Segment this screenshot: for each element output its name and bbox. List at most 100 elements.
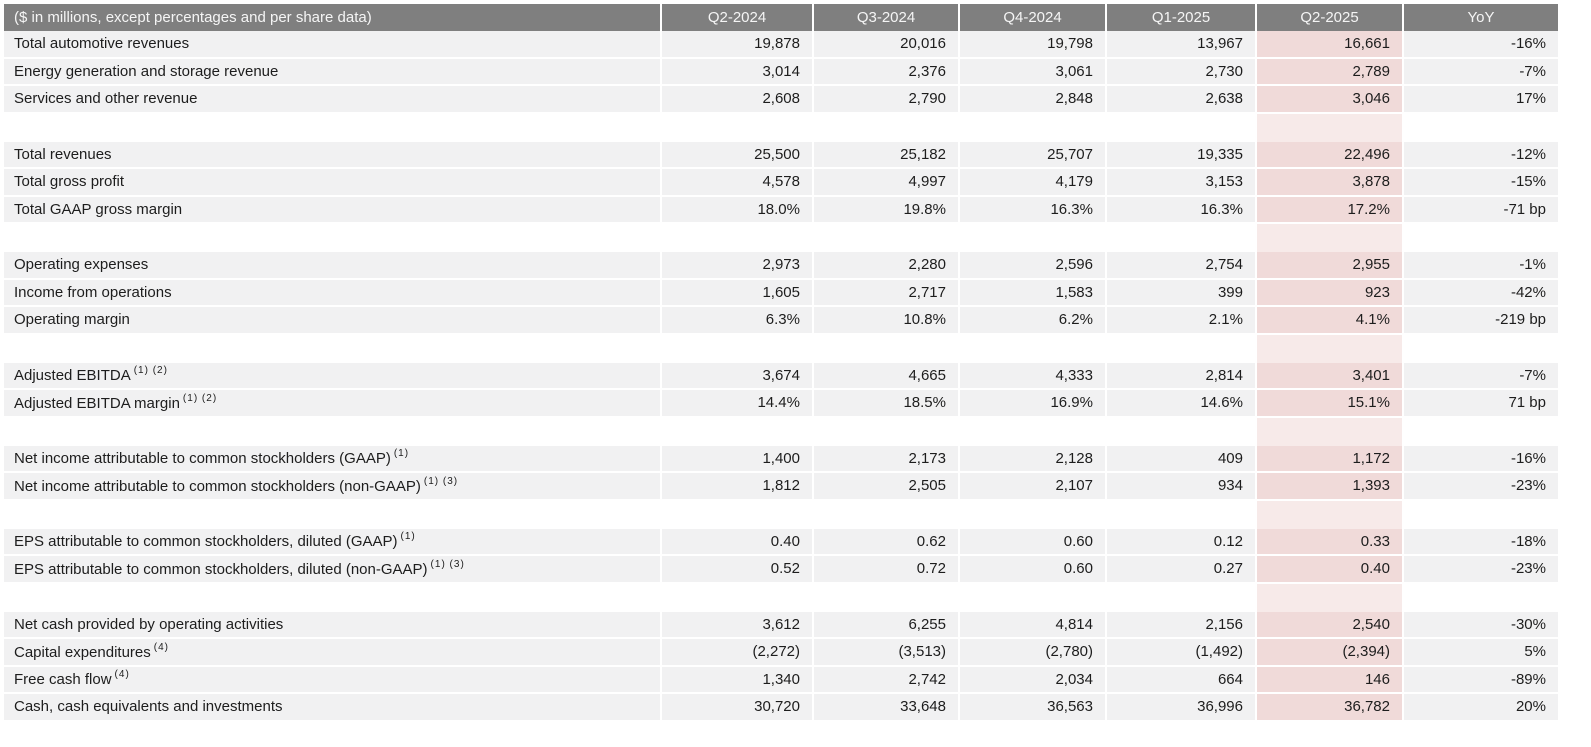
column-header-q4-2024: Q4-2024 (960, 4, 1107, 31)
cell-q1-2025: (1,492) (1107, 639, 1257, 667)
cell-yoy: -12% (1404, 141, 1558, 169)
spacer-cell (1107, 583, 1257, 612)
row-label: Income from operations (4, 279, 662, 307)
row-label: Operating expenses (4, 252, 662, 280)
cell-q2-2025: 1,393 (1257, 473, 1404, 501)
cell-q2-2025: 1,172 (1257, 445, 1404, 473)
spacer-cell (1257, 583, 1404, 612)
cell-q4-2024: 0.60 (960, 556, 1107, 584)
table-row: Income from operations 1,605 2,717 1,583 399… (4, 279, 1558, 307)
cell-q2-2025: 2,540 (1257, 611, 1404, 639)
cell-q3-2024: 4,665 (814, 362, 960, 390)
table-row: Total GAAP gross margin 18.0% 19.8% 16.3% 16… (4, 196, 1558, 224)
cell-q4-2024: 19,798 (960, 31, 1107, 59)
footnote-marker: (4) (114, 669, 130, 681)
cell-yoy: -219 bp (1404, 307, 1558, 335)
cell-q2-2024: (2,272) (662, 639, 814, 667)
cell-q3-2024: 19.8% (814, 196, 960, 224)
cell-q2-2025: 22,496 (1257, 141, 1404, 169)
spacer-row (4, 113, 1558, 142)
row-label: Free cash flow (4) (4, 666, 662, 694)
cell-yoy: -16% (1404, 31, 1558, 59)
cell-q1-2025: 2,730 (1107, 58, 1257, 86)
footnote-marker: (1) (393, 448, 410, 460)
spacer-cell (1107, 500, 1257, 529)
spacer-cell (960, 500, 1107, 529)
cell-yoy: 20% (1404, 694, 1558, 722)
table-caption: ($ in millions, except percentages and p… (4, 4, 662, 31)
table-row: Net income attributable to common stockh… (4, 445, 1558, 473)
cell-q4-2024: 16.3% (960, 196, 1107, 224)
cell-q2-2024: 3,674 (662, 362, 814, 390)
cell-yoy: 17% (1404, 86, 1558, 114)
cell-q3-2024: 0.72 (814, 556, 960, 584)
table-row: EPS attributable to common stockholders,… (4, 556, 1558, 584)
cell-q1-2025: 399 (1107, 279, 1257, 307)
spacer-cell (1107, 334, 1257, 363)
spacer-cell (4, 417, 662, 446)
cell-q1-2025: 2,814 (1107, 362, 1257, 390)
row-label: EPS attributable to common stockholders,… (4, 556, 662, 584)
footnote-marker: (1) (2) (182, 392, 218, 404)
spacer-row (4, 583, 1558, 612)
spacer-row (4, 417, 1558, 446)
cell-q2-2024: 14.4% (662, 390, 814, 418)
spacer-cell (1257, 417, 1404, 446)
cell-q2-2024: 1,605 (662, 279, 814, 307)
cell-q3-2024: 2,742 (814, 666, 960, 694)
cell-q4-2024: 3,061 (960, 58, 1107, 86)
table-row: Cash, cash equivalents and investments 30… (4, 694, 1558, 722)
cell-q2-2024: 2,973 (662, 252, 814, 280)
cell-q2-2024: 1,400 (662, 445, 814, 473)
spacer-cell (4, 224, 662, 252)
cell-q3-2024: 0.62 (814, 528, 960, 556)
table-row: Energy generation and storage revenue 3,0… (4, 58, 1558, 86)
cell-q3-2024: 2,173 (814, 445, 960, 473)
row-label: Adjusted EBITDA margin (1) (2) (4, 390, 662, 418)
cell-q3-2024: 2,790 (814, 86, 960, 114)
cell-q4-2024: 2,034 (960, 666, 1107, 694)
cell-q1-2025: 2,156 (1107, 611, 1257, 639)
financial-summary-table: ($ in millions, except percentages and p… (4, 4, 1558, 722)
table-row: Adjusted EBITDA margin (1) (2) 14.4% 18.5% 1… (4, 390, 1558, 418)
table-row: Capital expenditures (4) (2,272) (3,513) (2,… (4, 639, 1558, 667)
table-row: Adjusted EBITDA (1) (2) 3,674 4,665 4,333 2,8… (4, 362, 1558, 390)
row-label: Energy generation and storage revenue (4, 58, 662, 86)
spacer-row (4, 500, 1558, 529)
cell-q2-2024: 19,878 (662, 31, 814, 59)
table-row: Net cash provided by operating activitie… (4, 611, 1558, 639)
spacer-cell (960, 113, 1107, 142)
row-label: Operating margin (4, 307, 662, 335)
spacer-cell (960, 583, 1107, 612)
cell-q4-2024: (2,780) (960, 639, 1107, 667)
cell-yoy: -30% (1404, 611, 1558, 639)
spacer-cell (814, 417, 960, 446)
column-header-q1-2025: Q1-2025 (1107, 4, 1257, 31)
cell-q4-2024: 2,848 (960, 86, 1107, 114)
cell-q2-2024: 2,608 (662, 86, 814, 114)
cell-q3-2024: 33,648 (814, 694, 960, 722)
cell-q1-2025: 0.27 (1107, 556, 1257, 584)
cell-q4-2024: 4,333 (960, 362, 1107, 390)
cell-q4-2024: 25,707 (960, 141, 1107, 169)
cell-q2-2024: 0.40 (662, 528, 814, 556)
footnote-marker: (1) (2) (133, 365, 168, 377)
cell-q2-2025: 923 (1257, 279, 1404, 307)
spacer-cell (814, 583, 960, 612)
cell-q4-2024: 2,107 (960, 473, 1107, 501)
spacer-cell (1404, 583, 1558, 612)
cell-q4-2024: 36,563 (960, 694, 1107, 722)
spacer-cell (814, 500, 960, 529)
cell-q4-2024: 1,583 (960, 279, 1107, 307)
cell-q4-2024: 4,814 (960, 611, 1107, 639)
cell-q4-2024: 4,179 (960, 169, 1107, 197)
cell-q2-2024: 1,812 (662, 473, 814, 501)
cell-q4-2024: 0.60 (960, 528, 1107, 556)
cell-q4-2024: 16.9% (960, 390, 1107, 418)
spacer-cell (960, 417, 1107, 446)
row-label: Capital expenditures (4) (4, 639, 662, 667)
row-label: EPS attributable to common stockholders,… (4, 528, 662, 556)
cell-q3-2024: 4,997 (814, 169, 960, 197)
spacer-cell (662, 334, 814, 363)
cell-q2-2024: 18.0% (662, 196, 814, 224)
